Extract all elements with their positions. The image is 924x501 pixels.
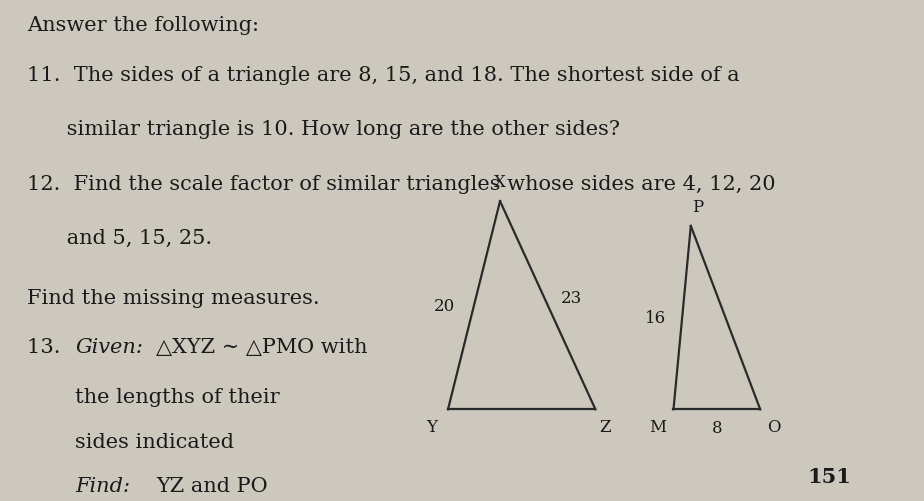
Text: 151: 151 <box>808 466 851 486</box>
Text: 16: 16 <box>646 310 666 327</box>
Text: the lengths of their: the lengths of their <box>75 387 280 406</box>
Text: Find the missing measures.: Find the missing measures. <box>28 288 320 307</box>
Text: M: M <box>650 418 666 435</box>
Text: 13.: 13. <box>28 338 74 357</box>
Text: 11.  The sides of a triangle are 8, 15, and 18. The shortest side of a: 11. The sides of a triangle are 8, 15, a… <box>28 66 740 85</box>
Text: and 5, 15, 25.: and 5, 15, 25. <box>28 229 213 248</box>
Text: sides indicated: sides indicated <box>75 432 234 451</box>
Text: Find:: Find: <box>75 476 130 495</box>
Text: 23: 23 <box>561 290 582 307</box>
Text: O: O <box>767 418 781 435</box>
Text: Z: Z <box>600 418 612 435</box>
Text: YZ and PO: YZ and PO <box>156 476 267 495</box>
Text: P: P <box>692 198 703 215</box>
Text: 20: 20 <box>433 297 455 314</box>
Text: Y: Y <box>427 418 438 435</box>
Text: X: X <box>494 174 506 191</box>
Text: Given:: Given: <box>75 338 143 357</box>
Text: 12.  Find the scale factor of similar triangles whose sides are 4, 12, 20: 12. Find the scale factor of similar tri… <box>28 174 776 193</box>
Text: 8: 8 <box>711 419 723 436</box>
Text: Answer the following:: Answer the following: <box>28 16 260 35</box>
Text: similar triangle is 10. How long are the other sides?: similar triangle is 10. How long are the… <box>28 120 620 139</box>
Text: △XYZ ∼ △PMO with: △XYZ ∼ △PMO with <box>156 338 367 357</box>
